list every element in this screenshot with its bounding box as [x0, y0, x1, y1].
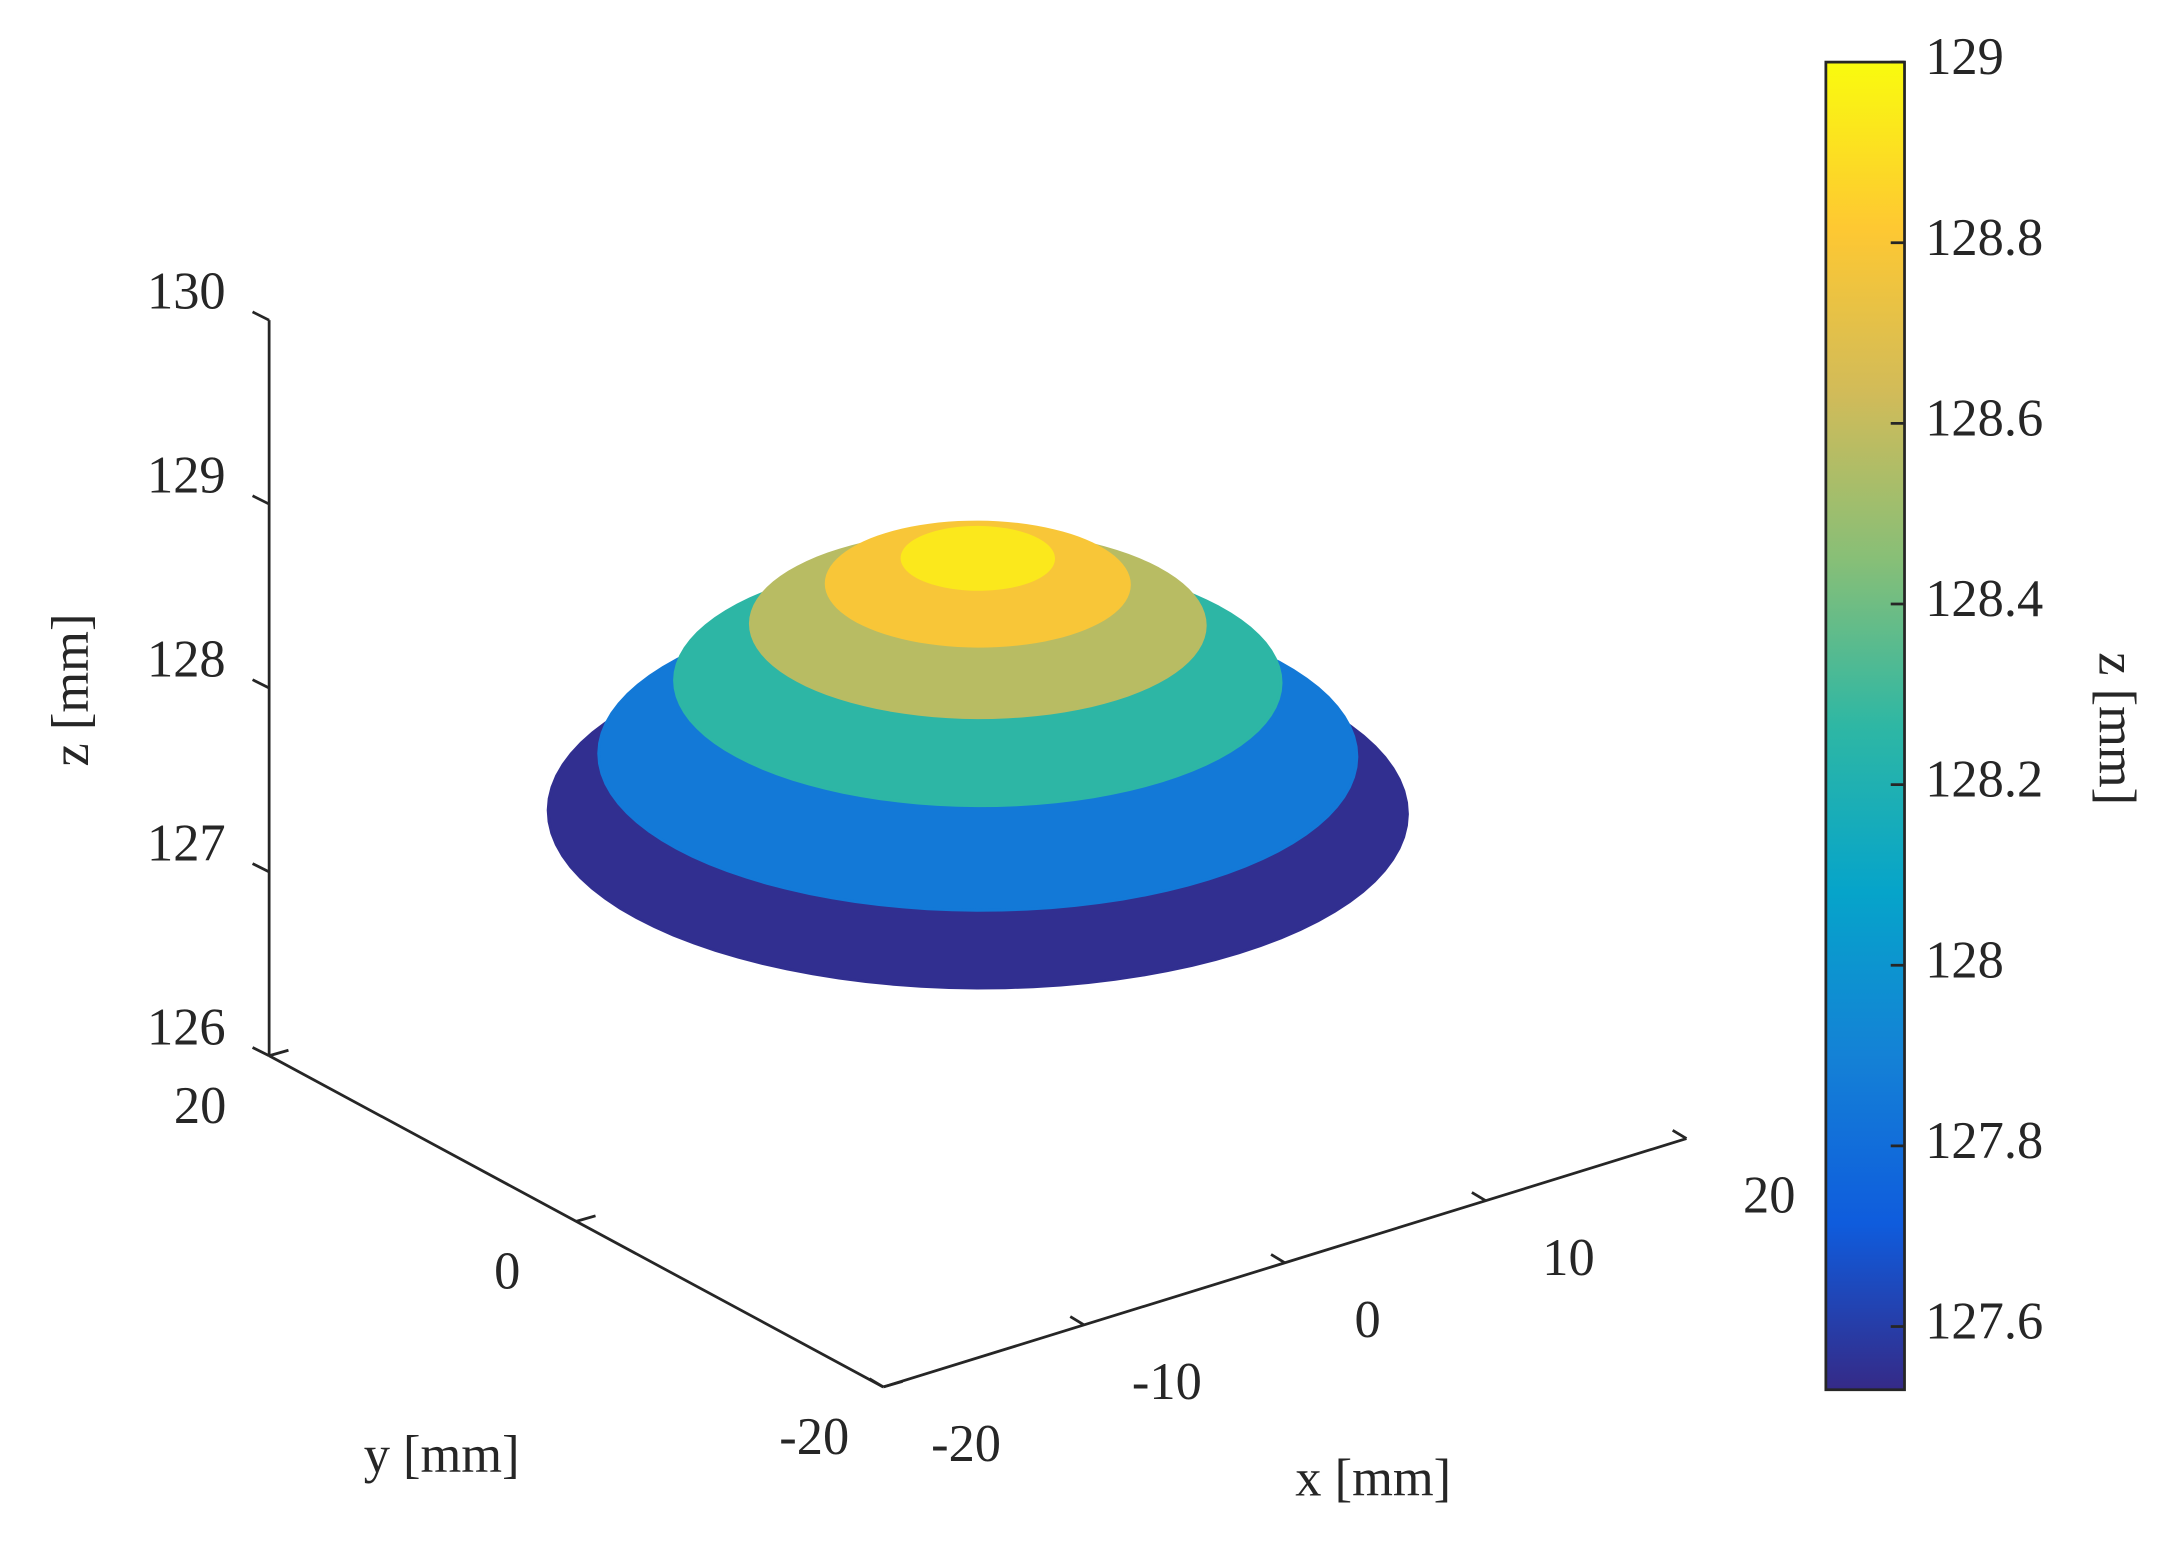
y-tick	[268, 1048, 289, 1058]
colorbar-tick-label: 127.6	[1925, 1293, 2043, 1351]
colorbar-tick-label: 129	[1925, 28, 2004, 86]
y-tick	[882, 1380, 903, 1389]
colorbar-label: z [mm]	[2088, 652, 2146, 805]
x-tick	[1270, 1253, 1286, 1264]
z-tick	[251, 310, 270, 322]
y-axis-label: y [mm]	[364, 1426, 520, 1484]
y-tick	[575, 1214, 596, 1223]
y-tick-label: 20	[174, 1077, 226, 1135]
colorbar-tick-label: 128.6	[1925, 389, 2043, 447]
z-tick-label: 128	[147, 631, 226, 689]
y-tick-label: -20	[779, 1408, 849, 1466]
colorbar-tick-label: 127.8	[1925, 1112, 2043, 1170]
x-tick	[1671, 1129, 1688, 1140]
x-tick	[868, 1377, 884, 1389]
colorbar-tick-label: 128	[1925, 931, 2004, 989]
surface-ring	[900, 525, 1056, 591]
z-tick-label: 126	[147, 998, 226, 1056]
y-tick-label: 0	[494, 1243, 520, 1301]
colorbar-tick-label: 128.8	[1925, 209, 2043, 267]
colorbar	[1824, 60, 1906, 1392]
z-tick-label: 130	[147, 263, 226, 321]
z-tick	[251, 678, 270, 690]
z-tick	[251, 494, 270, 506]
x-tick-label: 0	[1355, 1291, 1381, 1349]
z-tick-label: 127	[147, 814, 226, 872]
x-tick	[1069, 1315, 1085, 1327]
x-tick	[1471, 1191, 1487, 1202]
x-axis-label: x [mm]	[1295, 1450, 1451, 1508]
x-tick-label: -10	[1132, 1353, 1202, 1411]
z-axis-label: z [mm]	[42, 614, 100, 767]
y-axis-line	[268, 1054, 884, 1389]
z-tick	[251, 1046, 270, 1057]
colorbar-tick-label: 128.4	[1925, 570, 2043, 628]
x-tick-label: 20	[1743, 1167, 1795, 1225]
z-tick-label: 129	[147, 447, 226, 505]
x-tick-label: -20	[931, 1415, 1001, 1473]
colorbar-tick-label: 128.2	[1925, 751, 2043, 809]
z-tick	[251, 862, 270, 874]
x-tick-label: 10	[1542, 1229, 1594, 1287]
